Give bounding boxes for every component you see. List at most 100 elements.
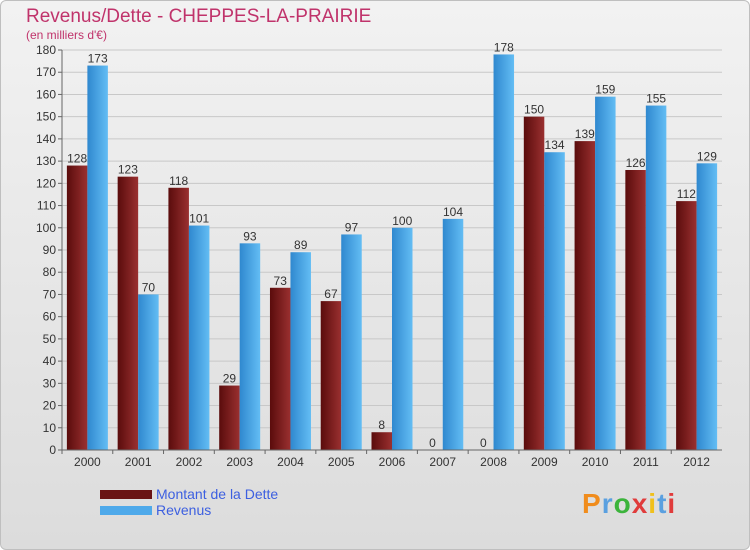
x-tick-label: 2002 bbox=[176, 455, 203, 469]
bar-dette bbox=[168, 187, 189, 450]
y-tick-label: 170 bbox=[36, 65, 56, 79]
y-tick-label: 100 bbox=[36, 221, 56, 235]
y-tick-label: 70 bbox=[43, 287, 57, 301]
data-label: 29 bbox=[223, 372, 237, 386]
data-label: 150 bbox=[524, 103, 544, 117]
chart-subtitle: (en milliers d'€) bbox=[26, 28, 107, 42]
y-tick-label: 130 bbox=[36, 154, 56, 168]
data-label: 112 bbox=[677, 187, 696, 201]
x-tick-label: 2003 bbox=[226, 455, 253, 469]
data-label: 155 bbox=[646, 92, 666, 106]
bar-dette bbox=[269, 287, 291, 450]
data-label: 0 bbox=[429, 436, 436, 450]
legend-swatch-revenus bbox=[100, 505, 152, 515]
x-tick-label: 2007 bbox=[429, 455, 456, 469]
data-label: 178 bbox=[494, 40, 514, 54]
chart-title: Revenus/Dette - CHEPPES-LA-PRAIRIE bbox=[26, 6, 372, 27]
legend-label-dette: Montant de la Dette bbox=[156, 486, 279, 502]
x-tick-label: 2004 bbox=[277, 455, 304, 469]
y-tick-label: 120 bbox=[36, 176, 56, 190]
data-label: 129 bbox=[697, 149, 717, 163]
data-label: 67 bbox=[324, 287, 338, 301]
bar-revenus bbox=[188, 225, 210, 450]
y-tick-label: 20 bbox=[43, 399, 57, 413]
legend: Montant de la Dette Revenus bbox=[100, 486, 278, 518]
bar-dette bbox=[320, 301, 342, 450]
x-tick-label: 2011 bbox=[633, 455, 659, 469]
data-label: 173 bbox=[88, 52, 108, 66]
y-tick-label: 110 bbox=[37, 199, 56, 213]
bar-revenus bbox=[493, 54, 515, 450]
data-label: 89 bbox=[294, 238, 308, 252]
x-tick-label: 2010 bbox=[582, 455, 609, 469]
bar-dette bbox=[523, 116, 545, 451]
bar-revenus bbox=[239, 243, 261, 450]
data-label: 70 bbox=[142, 280, 156, 294]
legend-label-revenus: Revenus bbox=[156, 502, 212, 518]
legend-swatch-dette bbox=[100, 489, 152, 499]
bar-dette bbox=[117, 176, 139, 450]
y-tick-label: 180 bbox=[36, 43, 56, 57]
bar-dette bbox=[66, 165, 88, 451]
data-label: 123 bbox=[118, 163, 138, 177]
bar-revenus bbox=[341, 234, 362, 450]
data-label: 101 bbox=[189, 212, 209, 226]
data-label: 104 bbox=[443, 205, 463, 219]
y-tick-label: 40 bbox=[43, 354, 57, 368]
data-label: 100 bbox=[392, 214, 412, 228]
x-axis: 2000 2001 2002 2003 2004 2005 2006 2007 2008 2009… bbox=[61, 449, 722, 469]
bars: 128 173 123 70 118 101 29 93 73 89 67 97 8 100 0 104 0 17… bbox=[66, 40, 718, 451]
bar-revenus bbox=[87, 65, 108, 451]
data-label: 0 bbox=[480, 436, 487, 450]
logo-letter: r bbox=[601, 488, 614, 519]
bar-revenus bbox=[544, 152, 565, 450]
data-label: 134 bbox=[545, 138, 565, 152]
logo-letter: o bbox=[613, 488, 632, 519]
x-tick-label: 2000 bbox=[74, 455, 101, 469]
data-label: 8 bbox=[378, 418, 385, 432]
bar-revenus bbox=[696, 163, 718, 451]
logo-letter: x bbox=[631, 488, 649, 519]
bar-revenus bbox=[442, 218, 464, 450]
y-tick-label: 160 bbox=[36, 87, 56, 101]
x-tick-label: 2012 bbox=[683, 455, 710, 469]
bar-dette bbox=[676, 201, 697, 450]
y-tick-label: 80 bbox=[43, 265, 57, 279]
y-tick-label: 30 bbox=[43, 376, 57, 390]
bar-dette bbox=[574, 141, 596, 450]
y-tick-label: 10 bbox=[43, 421, 57, 435]
legend-item-revenus: Revenus bbox=[100, 502, 278, 518]
data-label: 139 bbox=[575, 127, 595, 141]
y-tick-label: 140 bbox=[36, 132, 56, 146]
x-tick-label: 2001 bbox=[125, 455, 152, 469]
data-label: 97 bbox=[345, 220, 359, 234]
logo-letter: t bbox=[657, 488, 668, 519]
bar-revenus bbox=[595, 96, 616, 451]
logo-letter: P bbox=[582, 488, 602, 519]
y-tick-label: 60 bbox=[43, 310, 57, 324]
bar-revenus bbox=[645, 105, 667, 451]
y-tick-label: 50 bbox=[43, 332, 57, 346]
x-tick-label: 2008 bbox=[480, 455, 507, 469]
bar-dette bbox=[219, 385, 240, 450]
legend-item-dette: Montant de la Dette bbox=[100, 486, 278, 502]
bar-revenus bbox=[392, 227, 413, 450]
data-label: 118 bbox=[169, 174, 188, 188]
bar-revenus bbox=[290, 252, 311, 450]
y-tick-label: 0 bbox=[49, 443, 56, 457]
data-label: 93 bbox=[243, 229, 257, 243]
x-tick-label: 2006 bbox=[379, 455, 406, 469]
y-axis: 0 10 20 30 40 50 60 70 80 90 100 110 120 130 140 150 160… bbox=[36, 43, 63, 457]
x-tick-label: 2009 bbox=[531, 455, 558, 469]
y-tick-label: 150 bbox=[36, 110, 56, 124]
proxiti-logo: Proxiti bbox=[582, 488, 676, 520]
data-label: 159 bbox=[595, 83, 615, 97]
logo-letter: i bbox=[648, 488, 658, 519]
bar-dette bbox=[625, 170, 646, 450]
data-label: 73 bbox=[274, 274, 288, 288]
data-label: 126 bbox=[626, 156, 646, 170]
y-tick-label: 90 bbox=[43, 243, 57, 257]
bar-revenus bbox=[138, 294, 159, 450]
logo-letter: i bbox=[667, 488, 677, 519]
